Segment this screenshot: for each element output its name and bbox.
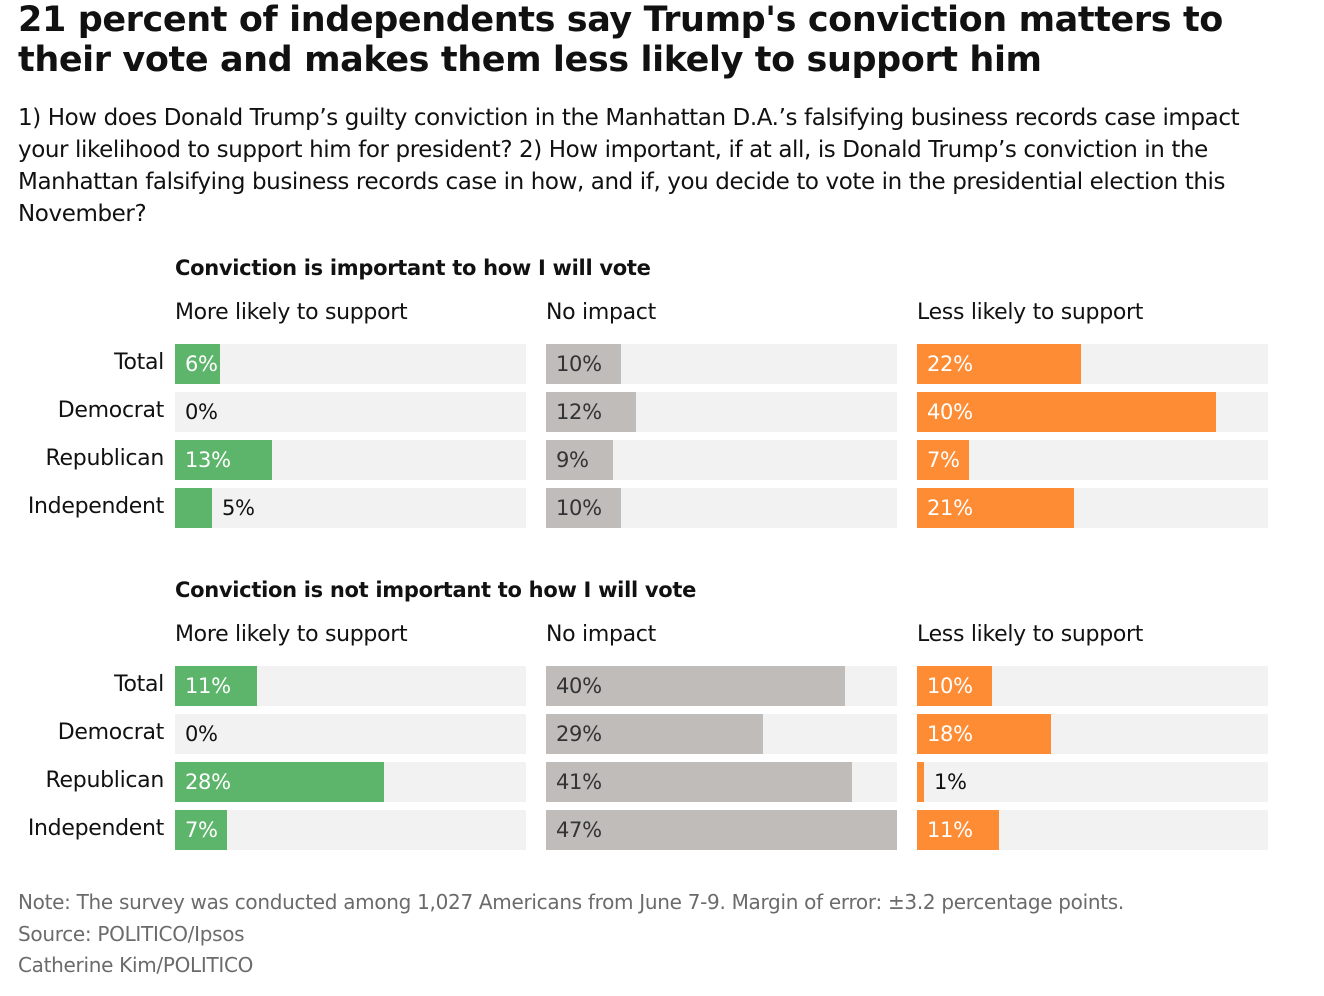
source-line: Source: POLITICO/Ipsos bbox=[18, 922, 245, 946]
bar-track: 41% bbox=[546, 762, 897, 802]
bar-track: 22% bbox=[917, 344, 1268, 384]
bar-less-likely-total bbox=[917, 666, 992, 706]
bar-track: 47% bbox=[546, 810, 897, 850]
data-label-less-likely-total: 10% bbox=[927, 674, 973, 698]
footnote: Note: The survey was conducted among 1,0… bbox=[18, 890, 1124, 914]
data-label-more-likely-democrat: 0% bbox=[185, 400, 218, 424]
data-label-more-likely-republican: 28% bbox=[185, 770, 231, 794]
chart-title: 21 percent of independents say Trump's c… bbox=[18, 0, 1223, 80]
bar-more-likely-republican bbox=[175, 440, 272, 480]
data-label-no-impact-total: 10% bbox=[556, 352, 602, 376]
bar-track: 7% bbox=[175, 810, 526, 850]
row-label-republican: Republican bbox=[45, 768, 165, 793]
data-label-no-impact-republican: 9% bbox=[556, 448, 589, 472]
row-label-republican: Republican bbox=[45, 446, 165, 471]
bar-track: 0% bbox=[175, 392, 526, 432]
bar-no-impact-independent bbox=[546, 810, 897, 850]
column-header-less-likely: Less likely to support bbox=[917, 300, 1144, 325]
bar-track: 21% bbox=[917, 488, 1268, 528]
data-label-no-impact-independent: 47% bbox=[556, 818, 602, 842]
column-header-no-impact: No impact bbox=[546, 300, 656, 325]
row-label-democrat: Democrat bbox=[57, 720, 165, 745]
data-label-less-likely-democrat: 18% bbox=[927, 722, 973, 746]
bar-more-likely-total bbox=[175, 344, 220, 384]
bar-more-likely-total bbox=[175, 666, 257, 706]
bar-track: 13% bbox=[175, 440, 526, 480]
bar-track: 12% bbox=[546, 392, 897, 432]
bar-track: 10% bbox=[917, 666, 1268, 706]
data-label-more-likely-democrat: 0% bbox=[185, 722, 218, 746]
data-label-more-likely-independent: 7% bbox=[185, 818, 218, 842]
data-label-less-likely-independent: 11% bbox=[927, 818, 973, 842]
row-label-independent: Independent bbox=[27, 494, 164, 519]
bar-less-likely-independent bbox=[917, 488, 1074, 528]
chart-subtitle: 1) How does Donald Trump’s guilty convic… bbox=[18, 105, 1240, 227]
credit-line: Catherine Kim/POLITICO bbox=[18, 953, 254, 977]
column-header-less-likely: Less likely to support bbox=[917, 622, 1144, 647]
bar-no-impact-democrat bbox=[546, 714, 763, 754]
bar-less-likely-democrat bbox=[917, 392, 1216, 432]
bar-track: 11% bbox=[175, 666, 526, 706]
bar-no-impact-total bbox=[546, 344, 621, 384]
bar-less-likely-democrat bbox=[917, 714, 1051, 754]
bar-less-likely-republican bbox=[917, 440, 969, 480]
data-label-less-likely-republican: 7% bbox=[927, 448, 960, 472]
bar-track: 9% bbox=[546, 440, 897, 480]
data-label-less-likely-independent: 21% bbox=[927, 496, 973, 520]
data-label-more-likely-total: 6% bbox=[185, 352, 218, 376]
bar-more-likely-republican bbox=[175, 762, 384, 802]
row-label-democrat: Democrat bbox=[57, 398, 165, 423]
data-label-no-impact-independent: 10% bbox=[556, 496, 602, 520]
data-label-less-likely-democrat: 40% bbox=[927, 400, 973, 424]
bar-no-impact-republican bbox=[546, 762, 852, 802]
bar-track: 6% bbox=[175, 344, 526, 384]
bar-track: 0% bbox=[175, 714, 526, 754]
bar-track: 10% bbox=[546, 488, 897, 528]
column-header-no-impact: No impact bbox=[546, 622, 656, 647]
data-label-no-impact-total: 40% bbox=[556, 674, 602, 698]
column-header-more-likely: More likely to support bbox=[175, 300, 408, 325]
bar-less-likely-republican bbox=[917, 762, 924, 802]
data-label-no-impact-democrat: 29% bbox=[556, 722, 602, 746]
bar-track: 18% bbox=[917, 714, 1268, 754]
data-label-no-impact-democrat: 12% bbox=[556, 400, 602, 424]
data-label-more-likely-independent: 5% bbox=[222, 496, 255, 520]
bar-track: 10% bbox=[546, 344, 897, 384]
bar-track: 11% bbox=[917, 810, 1268, 850]
panel-title: Conviction is not important to how I wil… bbox=[175, 578, 697, 602]
bar-track: 29% bbox=[546, 714, 897, 754]
data-label-less-likely-republican: 1% bbox=[934, 770, 967, 794]
bar-no-impact-democrat bbox=[546, 392, 636, 432]
bar-track: 1% bbox=[917, 762, 1268, 802]
bar-track: 40% bbox=[917, 392, 1268, 432]
bar-no-impact-total bbox=[546, 666, 845, 706]
bar-no-impact-independent bbox=[546, 488, 621, 528]
data-label-more-likely-republican: 13% bbox=[185, 448, 231, 472]
row-label-independent: Independent bbox=[27, 816, 164, 841]
bar-track: 28% bbox=[175, 762, 526, 802]
bar-track: 40% bbox=[546, 666, 897, 706]
bar-less-likely-independent bbox=[917, 810, 999, 850]
data-label-no-impact-republican: 41% bbox=[556, 770, 602, 794]
bar-less-likely-total bbox=[917, 344, 1081, 384]
bar-more-likely-independent bbox=[175, 810, 227, 850]
bar-more-likely-independent bbox=[175, 488, 212, 528]
column-header-more-likely: More likely to support bbox=[175, 622, 408, 647]
bar-track: 5% bbox=[175, 488, 526, 528]
bar-track: 7% bbox=[917, 440, 1268, 480]
row-label-total: Total bbox=[114, 672, 164, 697]
panel-title: Conviction is important to how I will vo… bbox=[175, 256, 651, 280]
data-label-more-likely-total: 11% bbox=[185, 674, 231, 698]
data-label-less-likely-total: 22% bbox=[927, 352, 973, 376]
bar-no-impact-republican bbox=[546, 440, 613, 480]
row-label-total: Total bbox=[114, 350, 164, 375]
